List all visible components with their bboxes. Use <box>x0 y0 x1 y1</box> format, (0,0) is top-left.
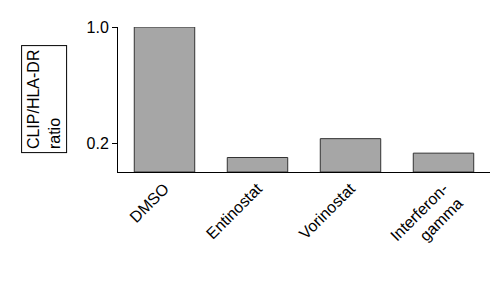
svg-text:1.0: 1.0 <box>87 19 109 36</box>
svg-text:DMSO: DMSO <box>126 180 172 226</box>
svg-text:CLIP/HLA-DRratio: CLIP/HLA-DRratio <box>25 50 63 150</box>
svg-text:0.2: 0.2 <box>87 135 109 152</box>
svg-text:Entinostat: Entinostat <box>203 180 266 243</box>
svg-text:Interferon-gamma: Interferon-gamma <box>387 180 466 259</box>
svg-text:Vorinostat: Vorinostat <box>296 180 359 243</box>
